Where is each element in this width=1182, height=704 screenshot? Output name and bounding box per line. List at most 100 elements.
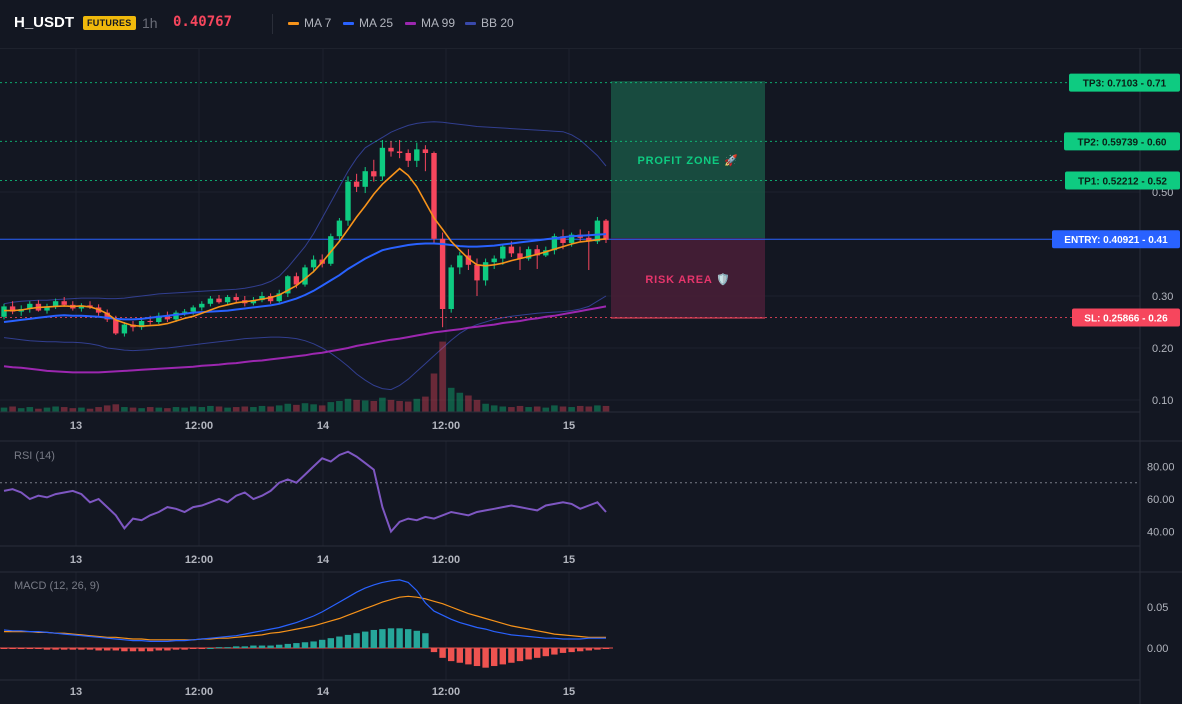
macd-histogram-bar xyxy=(301,642,309,648)
macd-histogram-bar xyxy=(379,629,386,648)
candle-body xyxy=(431,153,437,239)
candle-body xyxy=(448,267,454,309)
legend-ma99[interactable]: MA 99 xyxy=(405,16,455,30)
candle-body xyxy=(396,151,403,153)
macd-histogram-bar xyxy=(233,646,240,648)
candle-body xyxy=(353,181,360,187)
time-tick-label: 12:00 xyxy=(432,554,460,566)
macd-histogram-bar xyxy=(456,648,463,663)
rsi-tick-label: 80.00 xyxy=(1147,461,1175,473)
candle-body xyxy=(78,305,85,309)
macd-histogram-bar xyxy=(198,648,205,649)
candle-body xyxy=(457,255,463,268)
candle-body xyxy=(147,320,153,322)
ma99-line xyxy=(3,305,607,374)
macd-histogram-bar xyxy=(112,648,119,651)
macd-histogram-bar xyxy=(473,648,481,667)
volume-bar xyxy=(439,341,446,412)
candle-body xyxy=(594,220,601,242)
macd-histogram-bar xyxy=(267,645,274,648)
candle-body xyxy=(164,315,171,320)
price-tick-label: 0.30 xyxy=(1152,291,1173,303)
bb20-swatch xyxy=(465,21,476,25)
macd-histogram-bar xyxy=(250,645,257,648)
macd-histogram-bar xyxy=(542,648,549,657)
volume-bar xyxy=(164,408,171,412)
macd-histogram-bar xyxy=(482,648,489,668)
time-tick-label: 12:00 xyxy=(185,420,213,432)
volume-bar xyxy=(155,407,163,412)
macd-histogram-bar xyxy=(594,648,601,650)
candle-body xyxy=(276,293,282,302)
time-tick-label: 13 xyxy=(70,686,82,698)
legend-ma25[interactable]: MA 25 xyxy=(343,16,393,30)
macd-histogram-bar xyxy=(164,648,171,651)
time-tick-label: 13 xyxy=(70,420,82,432)
macd-histogram-bar xyxy=(319,639,326,648)
macd-histogram-bar xyxy=(26,648,33,649)
candle-body xyxy=(405,153,411,161)
volume-bar xyxy=(490,405,498,412)
macd-histogram-bar xyxy=(353,633,360,648)
volume-bar xyxy=(95,407,102,412)
macd-histogram-bar xyxy=(78,648,85,650)
moving-averages xyxy=(3,167,607,374)
candle-body xyxy=(474,264,480,281)
macd-histogram-bar xyxy=(207,648,214,649)
time-tick-label: 15 xyxy=(563,554,575,566)
volume-bar xyxy=(232,407,240,412)
legend-ma7[interactable]: MA 7 xyxy=(288,16,331,30)
level-labels: TP3: 0.7103 - 0.71 TP2: 0.59739 - 0.60 TP1… xyxy=(1052,73,1180,327)
macd-histogram-bar xyxy=(405,629,412,648)
candle-body xyxy=(259,296,265,301)
candle-body xyxy=(293,276,300,285)
symbol-name[interactable]: H_USDT xyxy=(14,14,75,31)
macd-histogram-bar xyxy=(86,648,94,650)
volume-bar xyxy=(353,399,360,412)
volume-bar xyxy=(138,408,145,412)
volume-bar xyxy=(361,400,369,412)
macd-histogram-bar xyxy=(172,648,180,650)
macd-line xyxy=(3,579,606,643)
candle-body xyxy=(233,297,239,301)
macd-histogram-bar xyxy=(559,648,567,653)
candle-body xyxy=(414,149,420,161)
macd-histogram-bar xyxy=(516,648,524,662)
candle-body xyxy=(113,319,119,334)
candle-body xyxy=(465,255,472,265)
candle-body xyxy=(285,276,291,294)
volume-bar xyxy=(267,406,274,412)
candle-body xyxy=(250,300,257,304)
candle-body xyxy=(1,306,7,317)
candle-body xyxy=(267,296,274,302)
macd-histogram-bar xyxy=(534,648,541,658)
macd-histogram-bar xyxy=(9,648,16,649)
candle-body xyxy=(156,315,162,322)
volume-bar xyxy=(284,403,292,412)
candle-body xyxy=(9,306,16,312)
volume-bar xyxy=(508,407,515,412)
volume-bar xyxy=(224,407,231,412)
tp2-label: TP2: 0.59739 - 0.60 xyxy=(1078,137,1167,148)
legend-bb20[interactable]: BB 20 xyxy=(465,16,514,30)
candle-body xyxy=(388,147,394,152)
macd-histogram-bar xyxy=(499,648,506,665)
bollinger-bands xyxy=(3,121,607,391)
ma25-line xyxy=(3,233,607,323)
timeframe-selector[interactable]: 1h xyxy=(142,15,158,31)
volume-bar xyxy=(473,399,481,412)
macd-histogram-bar xyxy=(448,648,455,662)
macd-histogram-bar xyxy=(52,648,59,650)
volume-bar xyxy=(318,405,326,412)
legend-ma99-label: MA 99 xyxy=(421,16,456,30)
candle-body xyxy=(104,312,110,320)
price-tick-label: 0.20 xyxy=(1152,343,1173,355)
candle-body xyxy=(482,262,489,281)
macd-histogram-bar xyxy=(69,648,76,650)
volume-bar xyxy=(576,405,584,412)
tp2-label-bg xyxy=(1064,132,1180,151)
volume-bar xyxy=(146,407,154,412)
macd-histogram-bar xyxy=(430,648,438,653)
